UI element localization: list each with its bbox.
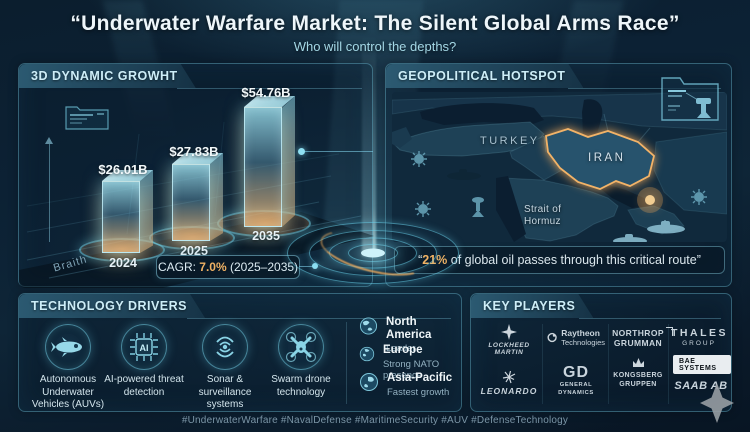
globe-americas-icon: [359, 317, 378, 335]
geopolitical-panel: GEOPOLITICAL HOTSPOT TUR: [385, 63, 732, 287]
ai-chip-icon: AI: [121, 324, 167, 370]
leonardo-burst-icon: [502, 370, 516, 384]
ai-chip-label: AI: [140, 343, 149, 353]
auv-icon: [45, 324, 91, 370]
tech-item-label: Sonar & surveillance systems: [198, 374, 252, 410]
footer-hashtags: #UnderwaterWarfare #NavalDefense #Mariti…: [181, 415, 569, 426]
page-title: “Underwater Warfare Market: The Silent G…: [70, 12, 680, 35]
tab-line: [177, 88, 362, 89]
naval-mine-icon: [691, 189, 707, 205]
naval-mine-icon: [415, 201, 431, 217]
year-label-2024: 2024: [109, 256, 137, 270]
divider: [608, 324, 609, 404]
globe-asia-icon: [360, 373, 378, 391]
map-label-iran: IRAN: [588, 152, 626, 164]
bar-value-2035: $54.76B: [241, 85, 291, 100]
raytheon-mark-icon: [547, 332, 557, 343]
sonar-buoy-icon: [472, 197, 484, 217]
naval-mine-icon: [411, 151, 427, 167]
year-label-2035: 2035: [252, 229, 280, 243]
data-card-icon: [65, 106, 109, 130]
logo-kongsberg: KONGSBERG GRUPPEN: [611, 356, 665, 389]
diamond-sparkle-icon: [700, 383, 734, 423]
cagr-badge: CAGR: 7.0% (2025–2035): [156, 255, 300, 279]
sonar-icon: [202, 324, 248, 370]
swarm-drone-icon: [278, 324, 324, 370]
intel-folder-icon: [661, 77, 719, 121]
connector-line: [303, 151, 373, 152]
northrop-bracket: [666, 327, 673, 336]
growth-panel-title: 3D DYNAMIC GROWHT: [19, 64, 196, 88]
tab-line: [568, 88, 721, 89]
logo-leonardo: LEONARDO: [479, 370, 539, 396]
tab-line: [187, 318, 451, 319]
cagr-connector-dot: [312, 263, 318, 269]
region-north-america: North America Leader: [359, 316, 461, 354]
globe-europe-icon: [359, 346, 375, 362]
bar-value-2024: $26.01B: [98, 162, 148, 177]
submarine-icon: [647, 220, 685, 234]
divider: [346, 322, 347, 404]
y-axis: [49, 144, 50, 242]
submarine-icon: [613, 234, 647, 242]
map-label-turkey: TURKEY: [480, 135, 540, 147]
map-label-strait-of-hormuz: Strait of Hormuz: [524, 204, 562, 227]
players-panel-title: KEY PLAYERS: [471, 294, 593, 318]
periscope-icon: [696, 98, 711, 118]
tech-panel-title: TECHNOLOGY DRIVERS: [19, 294, 205, 318]
cagr-value: 7.0%: [199, 260, 227, 274]
page-subtitle: Who will control the depths?: [293, 39, 457, 54]
region-asia-pacific: Asia-Pacific Fastest growth: [359, 372, 452, 398]
divider: [542, 324, 543, 404]
tech-item-label: Autonomous Underwater Vehicles (AUVs): [31, 374, 105, 410]
bar-2024: [102, 170, 153, 253]
tech-item-label: AI-powered threat detection: [104, 374, 184, 398]
key-players-panel: KEY PLAYERS LOCKHEED MARTIN Raytheon Tec…: [470, 293, 732, 412]
logo-northrop-grumman: NORTHROP GRUMMAN: [611, 327, 673, 349]
logo-general-dynamics: GD GENERAL DYNAMICS: [558, 364, 594, 396]
tech-item-label: Swarm drone technology: [271, 374, 331, 398]
tab-line: [579, 318, 721, 319]
cagr-prefix: CAGR:: [157, 260, 200, 274]
submarine-silhouette-icon: [447, 169, 481, 180]
logo-raytheon: Raytheon Technologies: [547, 328, 605, 347]
logo-thales-group: THALES GROUP: [671, 327, 728, 347]
connector-dot: [298, 148, 305, 155]
logo-bae-systems: BAE SYSTEMS: [673, 355, 731, 374]
logo-saab: SAAB AB: [674, 380, 728, 392]
bar-2035: [244, 96, 295, 227]
region-europe: Europe Strong NATO presence: [359, 344, 461, 381]
y-axis-arrow: [45, 137, 53, 144]
cagr-range: (2025–2035): [226, 260, 299, 274]
bar-value-2025: $27.83B: [169, 144, 219, 159]
oil-route-quote: “21% of global oil passes through this c…: [394, 246, 725, 274]
logo-lockheed-martin: LOCKHEED MARTIN: [479, 324, 539, 356]
bar-2025: [172, 153, 223, 241]
market-growth-panel: 3D DYNAMIC GROWHT $26.01B $27.83B: [18, 63, 374, 288]
cagr-connector-line: [299, 266, 314, 267]
quote-percentage: 21%: [422, 253, 448, 267]
lockheed-star-icon: [501, 324, 517, 340]
geo-panel-title: GEOPOLITICAL HOTSPOT: [386, 64, 583, 88]
year-label-2025: 2025: [180, 244, 208, 258]
divider: [668, 324, 669, 404]
kongsberg-crown-icon: [632, 358, 644, 367]
technology-drivers-panel: TECHNOLOGY DRIVERS AI: [18, 293, 462, 412]
